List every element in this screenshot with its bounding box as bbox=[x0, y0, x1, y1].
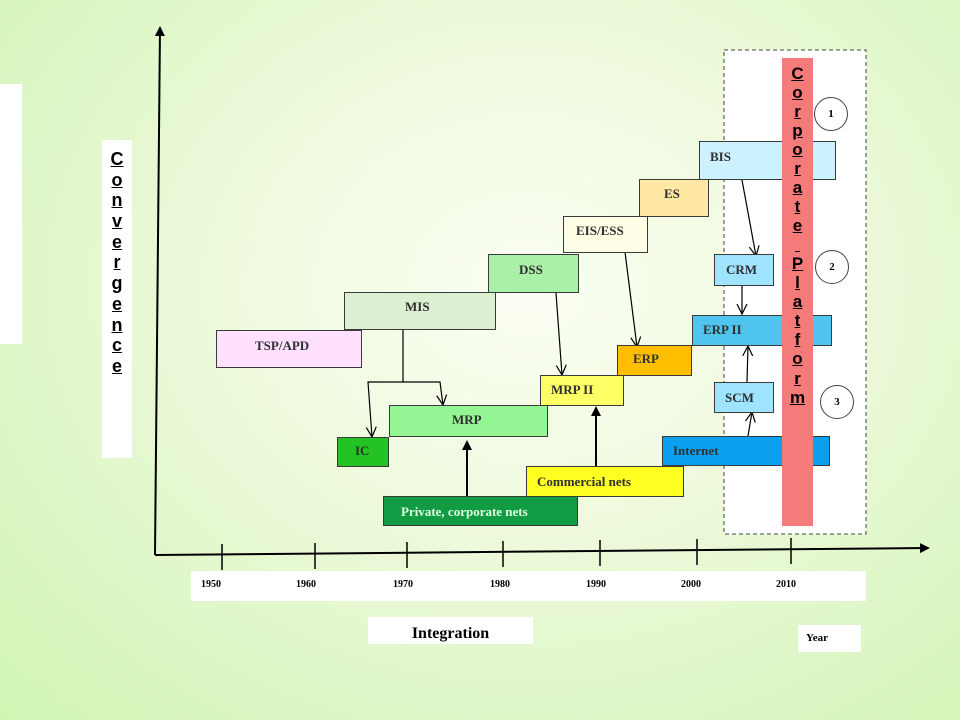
arrow-internet-to-scm bbox=[748, 412, 752, 437]
y-axis bbox=[154, 26, 165, 556]
circle-2: 2 bbox=[815, 250, 849, 284]
integration-label: Integration bbox=[368, 617, 533, 644]
box-mrp-ii: MRP II bbox=[540, 375, 624, 406]
x-axis-ticks bbox=[221, 538, 792, 570]
arrow-mis-to-mrp bbox=[403, 381, 443, 405]
year-1980: 1980 bbox=[490, 579, 510, 590]
convergence-label-panel bbox=[102, 140, 132, 458]
box-bis: BIS bbox=[699, 141, 836, 180]
box-es: ES bbox=[639, 179, 709, 217]
circle-1: 1 bbox=[814, 97, 848, 131]
arrow-mis-to-ic bbox=[368, 330, 404, 437]
left-edge-strip bbox=[0, 84, 22, 344]
box-private-corporate-nets: Private, corporate nets bbox=[383, 496, 578, 526]
arrow-bis-to-crm bbox=[741, 179, 756, 256]
box-eis-ess: EIS/ESS bbox=[563, 216, 648, 253]
arrow-eis-to-erp bbox=[624, 251, 637, 347]
year-2000: 2000 bbox=[681, 579, 701, 590]
year-scale: 1950 1960 1970 1980 1990 2000 2010 bbox=[191, 571, 866, 601]
arrow-scm-to-erp2 bbox=[747, 346, 748, 383]
year-2010: 2010 bbox=[776, 579, 796, 590]
box-crm: CRM bbox=[714, 254, 774, 286]
rising-arrows bbox=[462, 406, 601, 496]
box-tsp-apd: TSP/APD bbox=[216, 330, 362, 368]
x-axis bbox=[154, 543, 930, 556]
year-1950: 1950 bbox=[201, 579, 221, 590]
box-erp: ERP bbox=[617, 345, 692, 376]
connector-arrows bbox=[368, 179, 756, 437]
box-commercial-nets: Commercial nets bbox=[526, 466, 684, 497]
corporate-platform-bar bbox=[782, 58, 813, 526]
year-label: Year bbox=[798, 625, 861, 652]
box-mrp: MRP bbox=[389, 405, 548, 437]
box-dss: DSS bbox=[488, 254, 579, 293]
arrow-dss-to-mrp2 bbox=[555, 292, 562, 375]
box-mis: MIS bbox=[344, 292, 496, 330]
year-1990: 1990 bbox=[586, 579, 606, 590]
circle-3: 3 bbox=[820, 385, 854, 419]
year-1970: 1970 bbox=[393, 579, 413, 590]
box-scm: SCM bbox=[714, 382, 774, 413]
box-ic: IC bbox=[337, 437, 389, 467]
year-1960: 1960 bbox=[296, 579, 316, 590]
